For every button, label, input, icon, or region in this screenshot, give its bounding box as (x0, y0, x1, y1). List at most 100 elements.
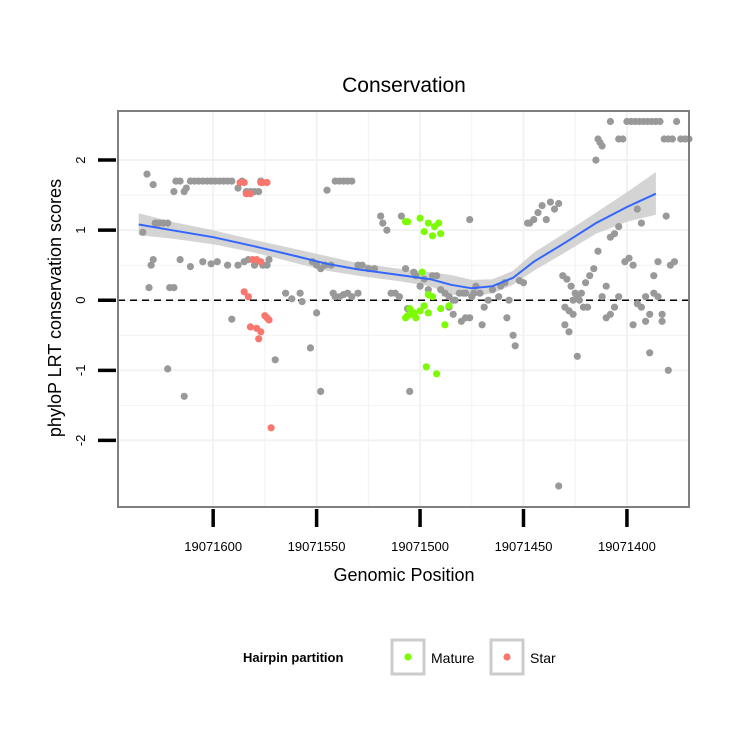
plot-panel (118, 111, 689, 507)
legend-dot-star (503, 653, 511, 661)
data-point-other (213, 258, 221, 266)
data-point-other (199, 258, 207, 266)
data-point-star (246, 323, 254, 331)
confidence-band-layer (138, 172, 656, 297)
data-point-other (476, 289, 484, 297)
data-point-mature (428, 293, 437, 301)
data-point-other (139, 228, 147, 236)
data-point-other (282, 289, 290, 297)
data-point-other (619, 135, 627, 143)
data-point-other (668, 135, 677, 143)
data-point-other (182, 184, 190, 192)
data-point-other (317, 387, 325, 395)
data-point-other (470, 289, 478, 297)
data-point-other (561, 321, 569, 329)
data-point-other (530, 216, 538, 224)
legend-label-mature: Mature (431, 650, 475, 666)
data-point-other (224, 261, 232, 269)
data-point-star (246, 190, 254, 198)
legend-item-mature: Mature (390, 638, 475, 676)
data-point-mature (418, 268, 426, 276)
data-point-other (573, 352, 581, 360)
confidence-band (138, 172, 656, 297)
data-point-other (149, 181, 157, 189)
data-point-other (176, 177, 184, 185)
data-point-other (402, 265, 410, 273)
legend-item-star: Star (489, 638, 556, 676)
smooth-line-layer (138, 192, 657, 290)
y-tick-label: 2 (73, 156, 88, 163)
data-point-mature (404, 218, 412, 226)
data-point-other (170, 188, 178, 196)
x-tick-label: 19071450 (495, 539, 553, 554)
data-point-other (577, 289, 586, 297)
data-point-mature (433, 370, 441, 378)
data-point-other (598, 142, 606, 150)
data-point-other (377, 212, 385, 220)
data-point-mature (404, 312, 412, 320)
data-point-other (164, 365, 172, 373)
data-point-other (509, 331, 517, 339)
data-point-mature (416, 214, 424, 222)
data-point-other (480, 303, 488, 311)
data-point-other (488, 286, 497, 294)
data-point-other (298, 298, 306, 306)
data-point-mature (424, 219, 432, 227)
data-point-other (255, 188, 263, 196)
data-point-star (263, 314, 271, 322)
data-point-other (228, 315, 236, 323)
data-point-other (313, 309, 321, 317)
x-tick-label: 19071400 (598, 539, 656, 554)
y-tick-label: 1 (73, 227, 88, 234)
data-point-other (538, 202, 546, 210)
data-point-mature (420, 228, 428, 236)
data-point-mature (437, 305, 445, 313)
data-point-other (416, 282, 424, 290)
legend-label-star: Star (530, 650, 556, 666)
data-point-other (383, 226, 391, 234)
data-point-other (164, 219, 172, 227)
data-point-other (147, 261, 155, 269)
data-point-other (606, 310, 615, 318)
data-point-other (629, 261, 637, 269)
data-point-other (143, 170, 151, 178)
data-point-star (263, 178, 271, 187)
data-point-other (592, 156, 600, 164)
data-point-other (263, 261, 271, 269)
data-point-other (505, 296, 513, 304)
data-point-other (654, 258, 662, 266)
legend: Hairpin partition Mature Star (243, 638, 556, 676)
data-point-other (563, 275, 571, 283)
data-point-other (406, 387, 414, 395)
y-axis-title: phyloP LRT conservation scores (45, 179, 65, 437)
data-point-other (637, 303, 646, 311)
data-point-other (207, 260, 215, 268)
data-point-mature (422, 363, 430, 371)
data-point-other (354, 289, 362, 297)
data-point-other (654, 293, 662, 301)
data-point-other (646, 349, 654, 357)
data-point-other (395, 293, 403, 301)
x-tick-label: 19071550 (288, 539, 346, 554)
data-point-other (658, 310, 666, 318)
legend-key-star (489, 638, 525, 676)
data-point-mature (410, 309, 418, 317)
data-point-other (176, 256, 184, 264)
data-point-star (257, 328, 265, 336)
data-point-other (145, 284, 153, 292)
data-point-other (670, 258, 679, 266)
data-point-other (265, 256, 273, 264)
data-point-other (379, 219, 387, 227)
data-point-star (257, 258, 265, 266)
data-point-other (323, 186, 331, 194)
data-point-other (170, 284, 178, 292)
data-point-other (149, 256, 157, 264)
smooth-line (138, 192, 657, 290)
data-point-other (550, 205, 559, 213)
y-tick-label: -1 (73, 365, 88, 377)
data-point-other (478, 321, 486, 329)
data-point-other (462, 289, 470, 297)
chart-title: Conservation (342, 74, 466, 97)
data-point-other (519, 279, 528, 287)
